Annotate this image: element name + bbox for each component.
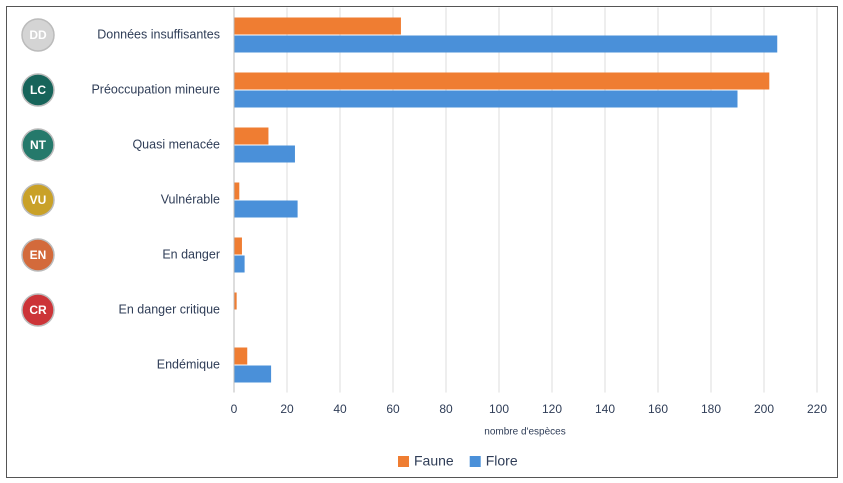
x-tick-label: 0 [231,402,238,416]
bar [234,201,298,218]
y-tick-label: En danger critique [119,302,221,316]
y-tick-label: Données insuffisantes [97,27,220,41]
x-tick-label: 220 [807,402,827,416]
badge-label: LC [30,83,46,97]
x-tick-label: 80 [439,402,453,416]
legend-label: Faune [414,453,454,469]
y-tick-label: Quasi menacée [132,137,220,151]
bar [234,73,769,90]
x-tick-label: 60 [386,402,400,416]
x-tick-label: 180 [701,402,721,416]
y-tick-label: Endémique [157,357,220,371]
y-tick-label: Préoccupation mineure [91,82,220,96]
legend-swatch [398,456,409,467]
y-tick-label: Vulnérable [161,192,220,206]
bar [234,36,777,53]
x-axis-label: nombre d'espèces [484,427,565,438]
x-tick-label: 100 [489,402,509,416]
x-tick-label: 120 [542,402,562,416]
x-tick-label: 140 [595,402,615,416]
legend-label: Flore [486,453,518,469]
badge-label: CR [29,303,47,317]
y-tick-label: En danger [162,247,220,261]
bar [234,128,268,145]
x-tick-label: 20 [280,402,294,416]
badge-label: DD [29,28,47,42]
page: nombre d'espèces 0 20 40 60 80 100 120 140 160 18… [0,0,843,483]
bar [234,366,271,383]
x-tick-label: 40 [333,402,347,416]
legend-swatch [470,456,481,467]
bar [234,348,247,365]
bar [234,146,295,163]
x-tick-label: 160 [648,402,668,416]
chart: nombre d'espèces 0 20 40 60 80 100 120 140 160 18… [0,0,843,483]
bar [234,183,239,200]
bar [234,256,245,273]
bar [234,18,401,35]
x-tick-label: 200 [754,402,774,416]
bar [234,91,738,108]
badge-label: VU [30,193,47,207]
badge-label: NT [30,138,47,152]
bar [234,238,242,255]
badge-label: EN [30,248,47,262]
